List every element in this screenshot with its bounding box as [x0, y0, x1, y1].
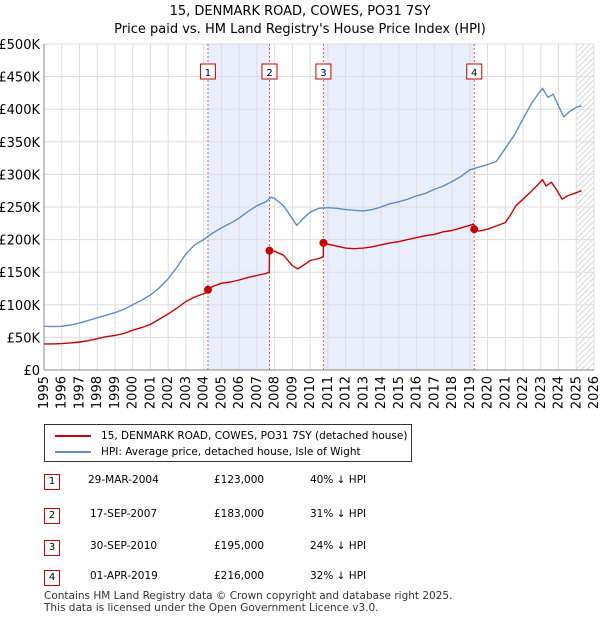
- sale-hpi-diff: 24% ↓ HPI: [310, 540, 367, 552]
- x-tick-label: 2007: [250, 376, 265, 409]
- y-tick-label: £200K: [0, 234, 40, 249]
- sale-hpi-diff: 40% ↓ HPI: [310, 474, 367, 486]
- y-tick-label: £450K: [0, 71, 40, 86]
- x-tick-label: 1995: [37, 376, 52, 409]
- x-tick-label: 2005: [214, 376, 229, 409]
- sale-price: £183,000: [214, 508, 265, 520]
- sale-point: [319, 238, 328, 247]
- y-tick-label: £350K: [0, 136, 40, 151]
- hpi-series-line: [43, 87, 582, 328]
- sale-price: £123,000: [214, 474, 265, 486]
- table-row: 2 17-SEP-2007 £183,000 31% ↓ HPI: [44, 506, 404, 524]
- table-row: 4 01-APR-2019 £216,000 32% ↓ HPI: [44, 568, 404, 586]
- sale-date: 29-MAR-2004: [88, 474, 159, 486]
- sale-price: £216,000: [214, 570, 265, 582]
- x-tick-label: 2020: [481, 376, 496, 409]
- sale-marker-number: 2: [266, 68, 272, 79]
- x-tick-label: 2004: [197, 376, 212, 409]
- sale-hpi-diff: 31% ↓ HPI: [310, 508, 367, 520]
- x-tick-label: 2001: [143, 376, 158, 409]
- x-tick-label: 2018: [445, 376, 460, 409]
- sale-marker-box: [466, 63, 483, 80]
- y-tick-label: £400K: [0, 103, 40, 118]
- legend: 15, DENMARK ROAD, COWES, PO31 7SY (detac…: [44, 424, 412, 462]
- sale-point: [470, 225, 479, 234]
- chart-subtitle: Price paid vs. HM Land Registry's House …: [114, 22, 486, 37]
- sale-price: £195,000: [214, 540, 265, 552]
- footer-copyright: Contains HM Land Registry data © Crown c…: [44, 590, 453, 602]
- x-tick-label: 2024: [552, 376, 567, 409]
- sale-hpi-diff: 32% ↓ HPI: [310, 570, 367, 582]
- x-tick-label: 2019: [463, 376, 478, 409]
- y-tick-label: £150K: [0, 266, 40, 281]
- x-tick-label: 2023: [534, 376, 549, 409]
- x-tick-label: 1999: [108, 376, 123, 409]
- x-tick-label: 2026: [587, 376, 600, 409]
- x-tick-label: 2009: [285, 376, 300, 409]
- x-tick-label: 2010: [303, 376, 318, 409]
- x-tick-label: 2017: [427, 376, 442, 409]
- price-chart: £0 £50K £100K £150K £200K £250K £300K £350K £400…: [0, 38, 600, 409]
- x-tick-label: 2014: [374, 376, 389, 409]
- x-tick-label: 2003: [179, 376, 194, 409]
- footer-licence: This data is licensed under the Open Gov…: [44, 602, 379, 614]
- y-tick-label: £50K: [7, 331, 41, 346]
- x-tick-label: 2021: [498, 376, 513, 409]
- legend-swatch-property: [55, 435, 91, 437]
- sale-date: 30-SEP-2010: [90, 540, 158, 552]
- x-tick-label: 2006: [232, 376, 247, 409]
- x-tick-label: 2002: [161, 376, 176, 409]
- sale-marker-badge: 1: [44, 474, 60, 490]
- x-tick-label: 2013: [356, 376, 371, 409]
- sale-marker-box: [199, 63, 216, 80]
- x-tick-label: 1998: [90, 376, 105, 409]
- sale-marker-badge: 2: [44, 508, 60, 524]
- sale-marker-number: 1: [205, 68, 211, 79]
- legend-swatch-hpi: [55, 451, 91, 453]
- y-tick-label: £500K: [0, 38, 40, 53]
- table-row: 1 29-MAR-2004 £123,000 40% ↓ HPI: [44, 472, 404, 490]
- table-row: 3 30-SEP-2010 £195,000 24% ↓ HPI: [44, 538, 404, 556]
- sale-marker-box: [315, 63, 332, 80]
- x-tick-label: 1996: [55, 376, 70, 409]
- y-tick-label: £300K: [0, 168, 40, 183]
- x-tick-label: 2000: [126, 376, 141, 409]
- x-tick-label: 2016: [410, 376, 425, 409]
- x-tick-label: 1997: [72, 376, 87, 409]
- x-tick-label: 2022: [516, 376, 531, 409]
- x-tick-label: 2008: [268, 376, 283, 409]
- sale-marker-box: [261, 63, 278, 80]
- legend-item-hpi: HPI: Average price, detached house, Isle…: [55, 444, 361, 460]
- sale-date: 17-SEP-2007: [90, 508, 158, 520]
- chart-title: 15, DENMARK ROAD, COWES, PO31 7SY: [169, 4, 431, 19]
- sale-marker-badge: 4: [44, 570, 60, 586]
- x-tick-label: 2015: [392, 376, 407, 409]
- sale-point: [203, 285, 212, 294]
- sale-date: 01-APR-2019: [90, 570, 158, 582]
- legend-label-hpi: HPI: Average price, detached house, Isle…: [101, 446, 361, 458]
- legend-label-property: 15, DENMARK ROAD, COWES, PO31 7SY (detac…: [101, 430, 408, 442]
- property-series-line: [44, 178, 582, 345]
- sale-point: [265, 246, 274, 255]
- x-tick-label: 2012: [339, 376, 354, 409]
- y-tick-label: £250K: [0, 201, 40, 216]
- legend-item-property: 15, DENMARK ROAD, COWES, PO31 7SY (detac…: [55, 428, 407, 444]
- y-tick-label: £100K: [0, 299, 40, 314]
- sale-marker-badge: 3: [44, 540, 60, 556]
- x-tick-label: 2025: [569, 376, 584, 409]
- y-tick-label: £0: [23, 364, 40, 379]
- sale-marker-number: 3: [320, 68, 326, 79]
- x-tick-label: 2011: [321, 376, 336, 409]
- sale-marker-number: 4: [471, 68, 477, 79]
